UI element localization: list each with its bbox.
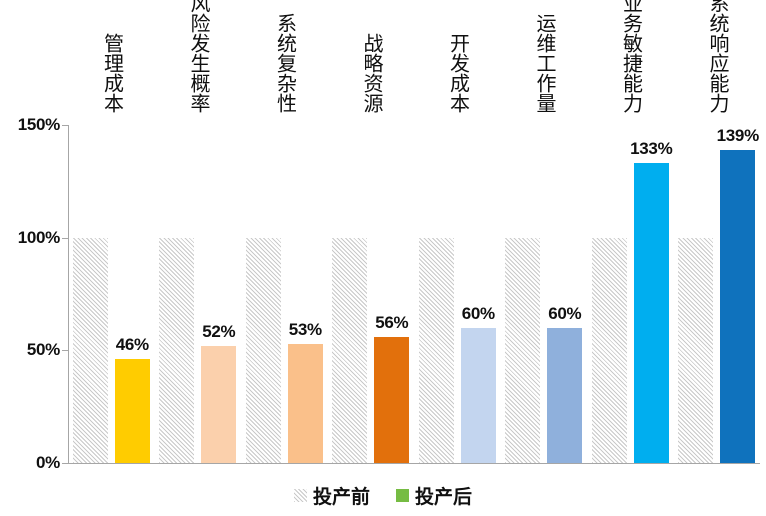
legend-item-after[interactable]: 投产后 <box>396 482 472 509</box>
y-axis-tick-label: 150% <box>17 115 61 134</box>
bar-before[interactable] <box>72 237 108 463</box>
bar-after[interactable] <box>460 327 496 463</box>
bar-value-label: 56% <box>375 312 409 332</box>
legend-label-before: 投产前 <box>312 487 370 508</box>
y-axis-tick-mark <box>62 350 68 352</box>
bar-value-label: 60% <box>461 303 495 323</box>
bar-after[interactable] <box>374 336 410 463</box>
bar-group: 46% 管理成本 <box>68 33 155 463</box>
bar-group: 56% 战略资源 <box>328 33 415 463</box>
legend-swatch-before-icon <box>293 489 307 502</box>
category-label: 开发成本 <box>446 33 469 113</box>
bar-before[interactable] <box>159 237 195 463</box>
bar-value-label: 139% <box>716 125 760 145</box>
bar-before[interactable] <box>332 237 368 463</box>
bar-value-label: 52% <box>202 321 236 341</box>
bar-group: 60% 运维工作量 <box>501 13 588 463</box>
bar-before[interactable] <box>245 237 281 463</box>
bar-group: 53% 系统复杂性 <box>241 13 328 463</box>
y-axis-tick-mark <box>62 463 68 464</box>
x-axis-line <box>68 463 760 464</box>
bar-group: 139% 系统响应能力 <box>674 0 761 463</box>
y-axis-tick-label: 50% <box>26 340 60 360</box>
bar-after[interactable] <box>633 163 669 463</box>
y-axis-tick-label: 100% <box>17 227 61 247</box>
bar-before[interactable] <box>505 237 541 463</box>
bar-after[interactable] <box>287 343 323 463</box>
bar-after[interactable] <box>720 149 756 463</box>
category-label: 业务敏捷能力 <box>619 0 642 113</box>
legend-label-after: 投产后 <box>415 487 473 508</box>
bar-group: 133% 业务敏捷能力 <box>587 0 674 463</box>
bar-group: 52% 风险发生概率 <box>155 0 242 463</box>
category-label: 运维工作量 <box>532 13 555 113</box>
legend-item-before[interactable]: 投产前 <box>293 482 370 509</box>
bar-value-label: 53% <box>288 319 322 339</box>
y-axis-line <box>68 125 69 464</box>
bar-after[interactable] <box>114 359 150 463</box>
legend-swatch-after-icon <box>396 489 409 502</box>
bar-group: 60% 开发成本 <box>414 33 501 463</box>
category-label: 管理成本 <box>100 33 123 113</box>
y-axis-tick-mark <box>62 125 68 126</box>
bar-before[interactable] <box>418 237 454 463</box>
bar-before[interactable] <box>678 237 714 463</box>
bar-value-label: 133% <box>630 139 673 159</box>
category-label: 战略资源 <box>359 33 382 113</box>
category-label: 风险发生概率 <box>186 0 209 113</box>
category-label: 系统复杂性 <box>273 13 296 113</box>
bar-value-label: 60% <box>548 303 582 323</box>
category-label: 系统响应能力 <box>705 0 728 113</box>
y-axis-tick-label: 0% <box>36 453 60 472</box>
bar-value-label: 46% <box>115 335 149 355</box>
bar-after[interactable] <box>547 327 583 463</box>
y-axis-tick-mark <box>62 237 68 239</box>
bar-after[interactable] <box>201 345 237 463</box>
bar-before[interactable] <box>591 237 627 463</box>
chart-legend: 投产前 投产后 <box>0 482 766 509</box>
plot-area: 46% 管理成本 52% 风险发生概率 53% 系统复杂性 56% 战略资源 60% 开发成本 60… <box>68 0 761 463</box>
